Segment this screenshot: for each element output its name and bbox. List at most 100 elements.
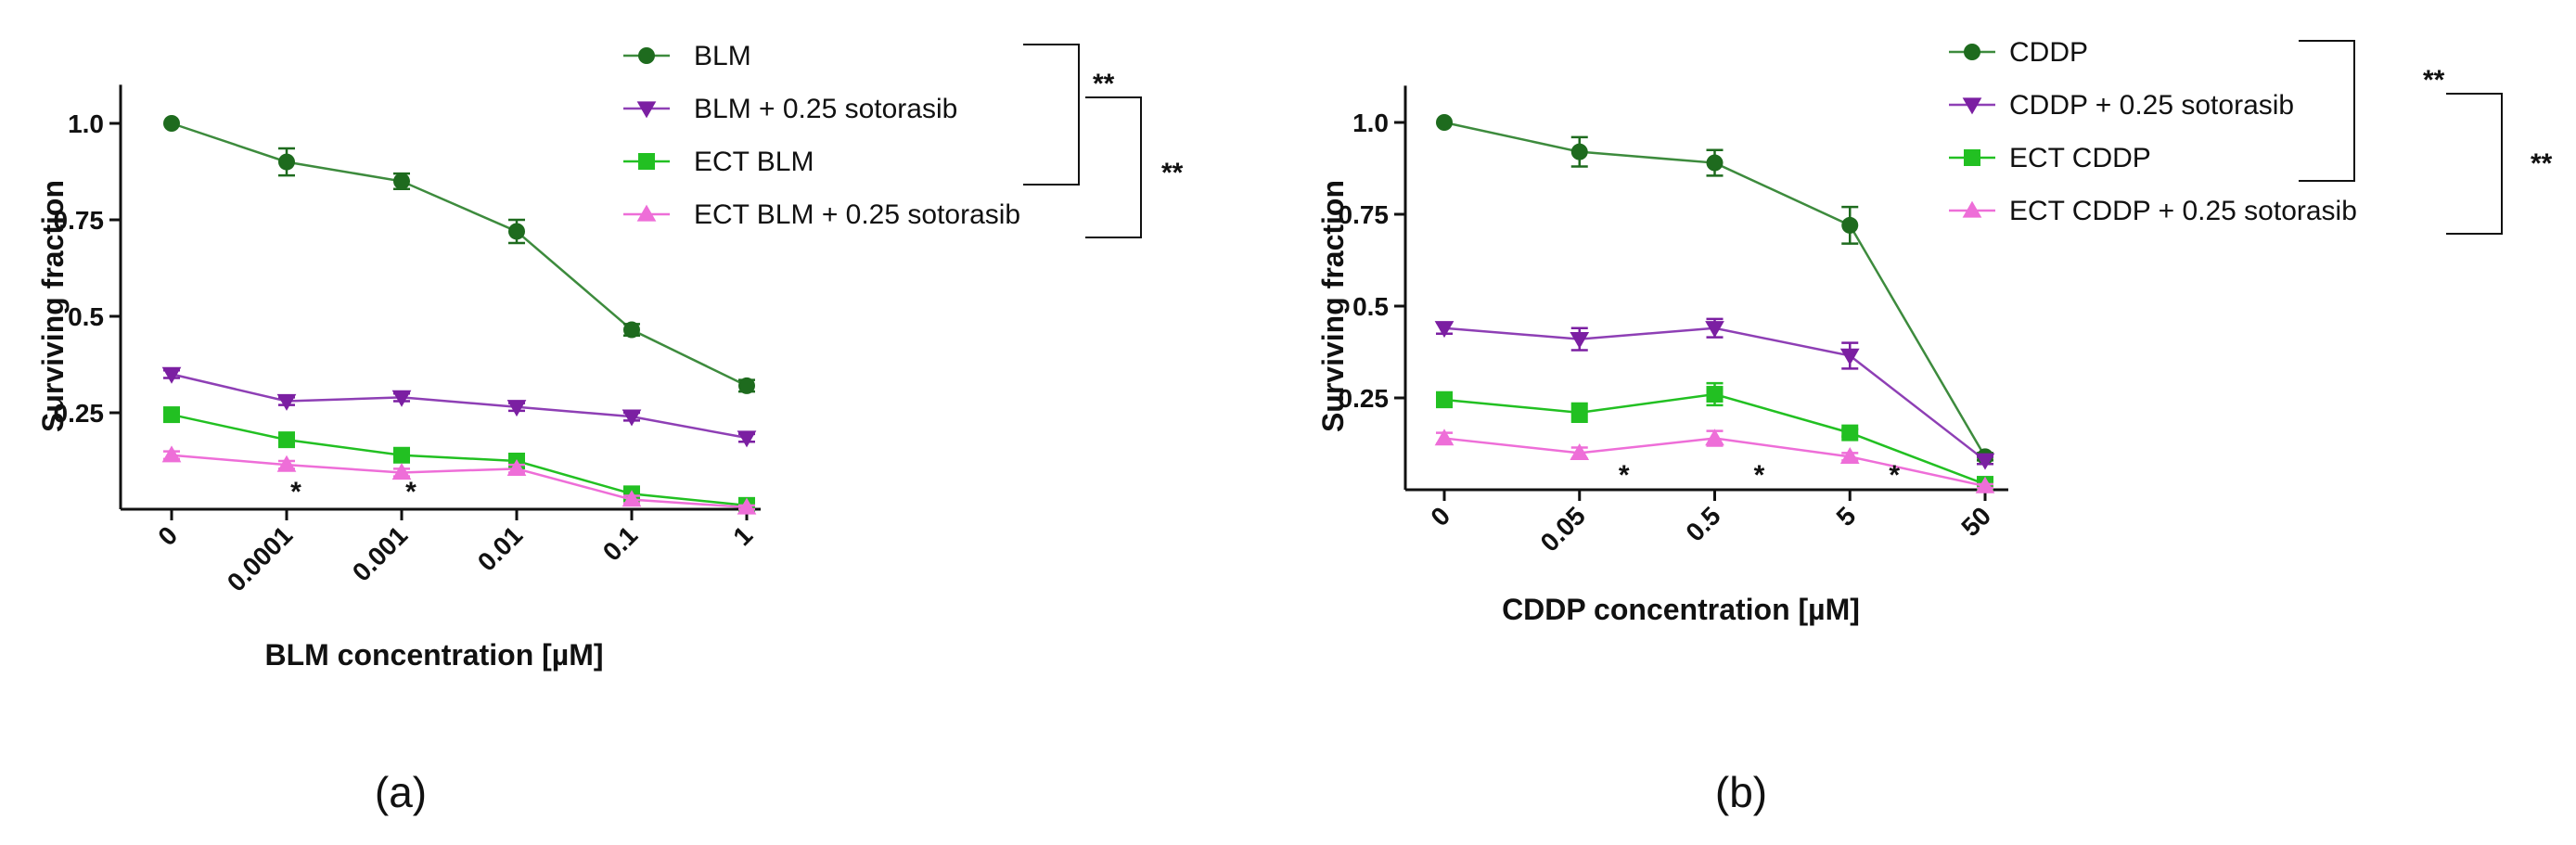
legend-label: CDDP + 0.25 sotorasib	[2009, 90, 2294, 121]
data-point	[622, 490, 642, 507]
chart-panel-b: 0.25 0.5 0.75 1.0 0 0.05 0.5 5 50 CDDP concentrat…	[1316, 37, 2553, 816]
legend-entry-2: ECT BLM	[623, 147, 814, 177]
data-point	[1841, 424, 1859, 442]
x-tick-label: 1	[727, 520, 758, 551]
y-tick-label: 1.0	[1352, 109, 1389, 137]
x-tick-label: 5	[1831, 501, 1862, 531]
x-axis-title: CDDP concentration [µM]	[1502, 593, 1860, 626]
legend-entry-0: BLM	[623, 41, 751, 71]
data-point	[506, 400, 527, 417]
bracket-significance-label: **	[2531, 148, 2553, 179]
x-tick-label: 0	[1425, 501, 1455, 531]
y-axis-title: Surviving fraction	[36, 180, 70, 432]
data-point	[278, 431, 295, 449]
data-point	[1570, 331, 1590, 349]
data-point	[1706, 154, 1724, 172]
data-point	[1705, 429, 1724, 446]
data-point	[1434, 429, 1455, 446]
legend-entry-2: ECT CDDP	[1949, 143, 2151, 173]
y-tick-label: 0.25	[54, 399, 105, 428]
significance-bracket	[1023, 44, 1080, 186]
data-point	[161, 445, 182, 463]
series-line	[171, 454, 748, 509]
data-point	[623, 321, 640, 339]
y-axis-title: Surviving fraction	[1316, 180, 1350, 432]
series-line	[171, 413, 748, 507]
y-tick-label: 0.25	[1339, 384, 1390, 413]
legend-label: CDDP	[2009, 37, 2088, 68]
legend-marker	[636, 101, 657, 119]
significance-bracket	[2299, 40, 2355, 182]
data-point	[391, 390, 412, 407]
data-point	[1706, 386, 1724, 403]
data-point	[391, 463, 412, 480]
legend-label: ECT CDDP	[2009, 143, 2151, 173]
series-line	[171, 373, 748, 440]
x-tick-label: 0.1	[597, 520, 643, 566]
data-point	[1705, 321, 1724, 339]
data-point	[506, 458, 527, 476]
legend-label: BLM + 0.25 sotorasib	[694, 94, 957, 124]
series-0	[163, 115, 755, 394]
data-point	[393, 446, 410, 464]
bracket-significance-label: **	[2423, 65, 2445, 96]
significance-bracket	[2446, 93, 2503, 235]
bracket-significance-label: **	[1161, 158, 1184, 188]
data-point	[622, 409, 642, 427]
data-point	[278, 153, 295, 171]
data-point	[1570, 443, 1590, 461]
y-tick-label: 0.75	[54, 206, 105, 235]
x-tick-label: 0.5	[1680, 501, 1725, 546]
x-tick-label: 0.0001	[222, 520, 298, 596]
series-3	[161, 445, 757, 515]
legend-marker	[638, 153, 655, 170]
legend-entry-0: CDDP	[1949, 37, 2088, 68]
y-tick-label: 0.5	[1352, 292, 1389, 321]
legend-entry-3: ECT CDDP + 0.25 sotorasib	[1949, 196, 2357, 226]
x-tick-label: 0.001	[347, 520, 413, 586]
legend-label: ECT CDDP + 0.25 sotorasib	[2009, 196, 2357, 226]
legend-label: BLM	[694, 41, 751, 71]
data-point	[508, 223, 525, 240]
data-point	[393, 173, 410, 190]
data-point	[1975, 476, 1995, 493]
significance-star: *	[1889, 460, 1900, 491]
data-point	[1570, 403, 1588, 421]
significance-star: *	[290, 477, 301, 507]
panel-label: (a)	[375, 768, 427, 816]
data-point	[276, 455, 297, 472]
data-point	[1570, 143, 1588, 160]
series-1	[1434, 317, 1995, 470]
x-tick-label: 0	[152, 520, 183, 551]
data-point	[1436, 114, 1453, 131]
legend-marker	[1964, 44, 1980, 60]
x-tick-label: 50	[1955, 501, 1996, 542]
panel-label: (b)	[1715, 768, 1767, 816]
data-point	[163, 115, 180, 132]
series-1	[161, 366, 757, 448]
data-point	[738, 377, 755, 394]
significance-star: *	[1754, 460, 1765, 491]
data-point	[737, 497, 757, 515]
legend-entry-3: ECT BLM + 0.25 sotorasib	[623, 199, 1020, 230]
legend-marker	[1962, 97, 1982, 115]
series-0	[1436, 114, 1993, 466]
data-point	[1841, 216, 1859, 234]
data-point	[1975, 453, 1995, 470]
data-point	[1839, 348, 1860, 365]
legend-marker	[1962, 200, 1982, 218]
legend-label: ECT BLM	[694, 147, 814, 177]
data-point	[163, 406, 180, 424]
data-point	[1436, 390, 1453, 408]
significance-star: *	[1619, 460, 1630, 491]
data-point	[1434, 321, 1455, 339]
x-tick-label: 0.05	[1535, 501, 1591, 557]
legend-marker	[1964, 149, 1980, 166]
data-point	[737, 430, 757, 448]
data-point	[1839, 447, 1860, 465]
legend-marker	[638, 47, 655, 64]
legend-entry-1: CDDP + 0.25 sotorasib	[1949, 90, 2294, 121]
significance-star: *	[405, 477, 417, 507]
y-tick-label: 0.75	[1339, 200, 1390, 229]
